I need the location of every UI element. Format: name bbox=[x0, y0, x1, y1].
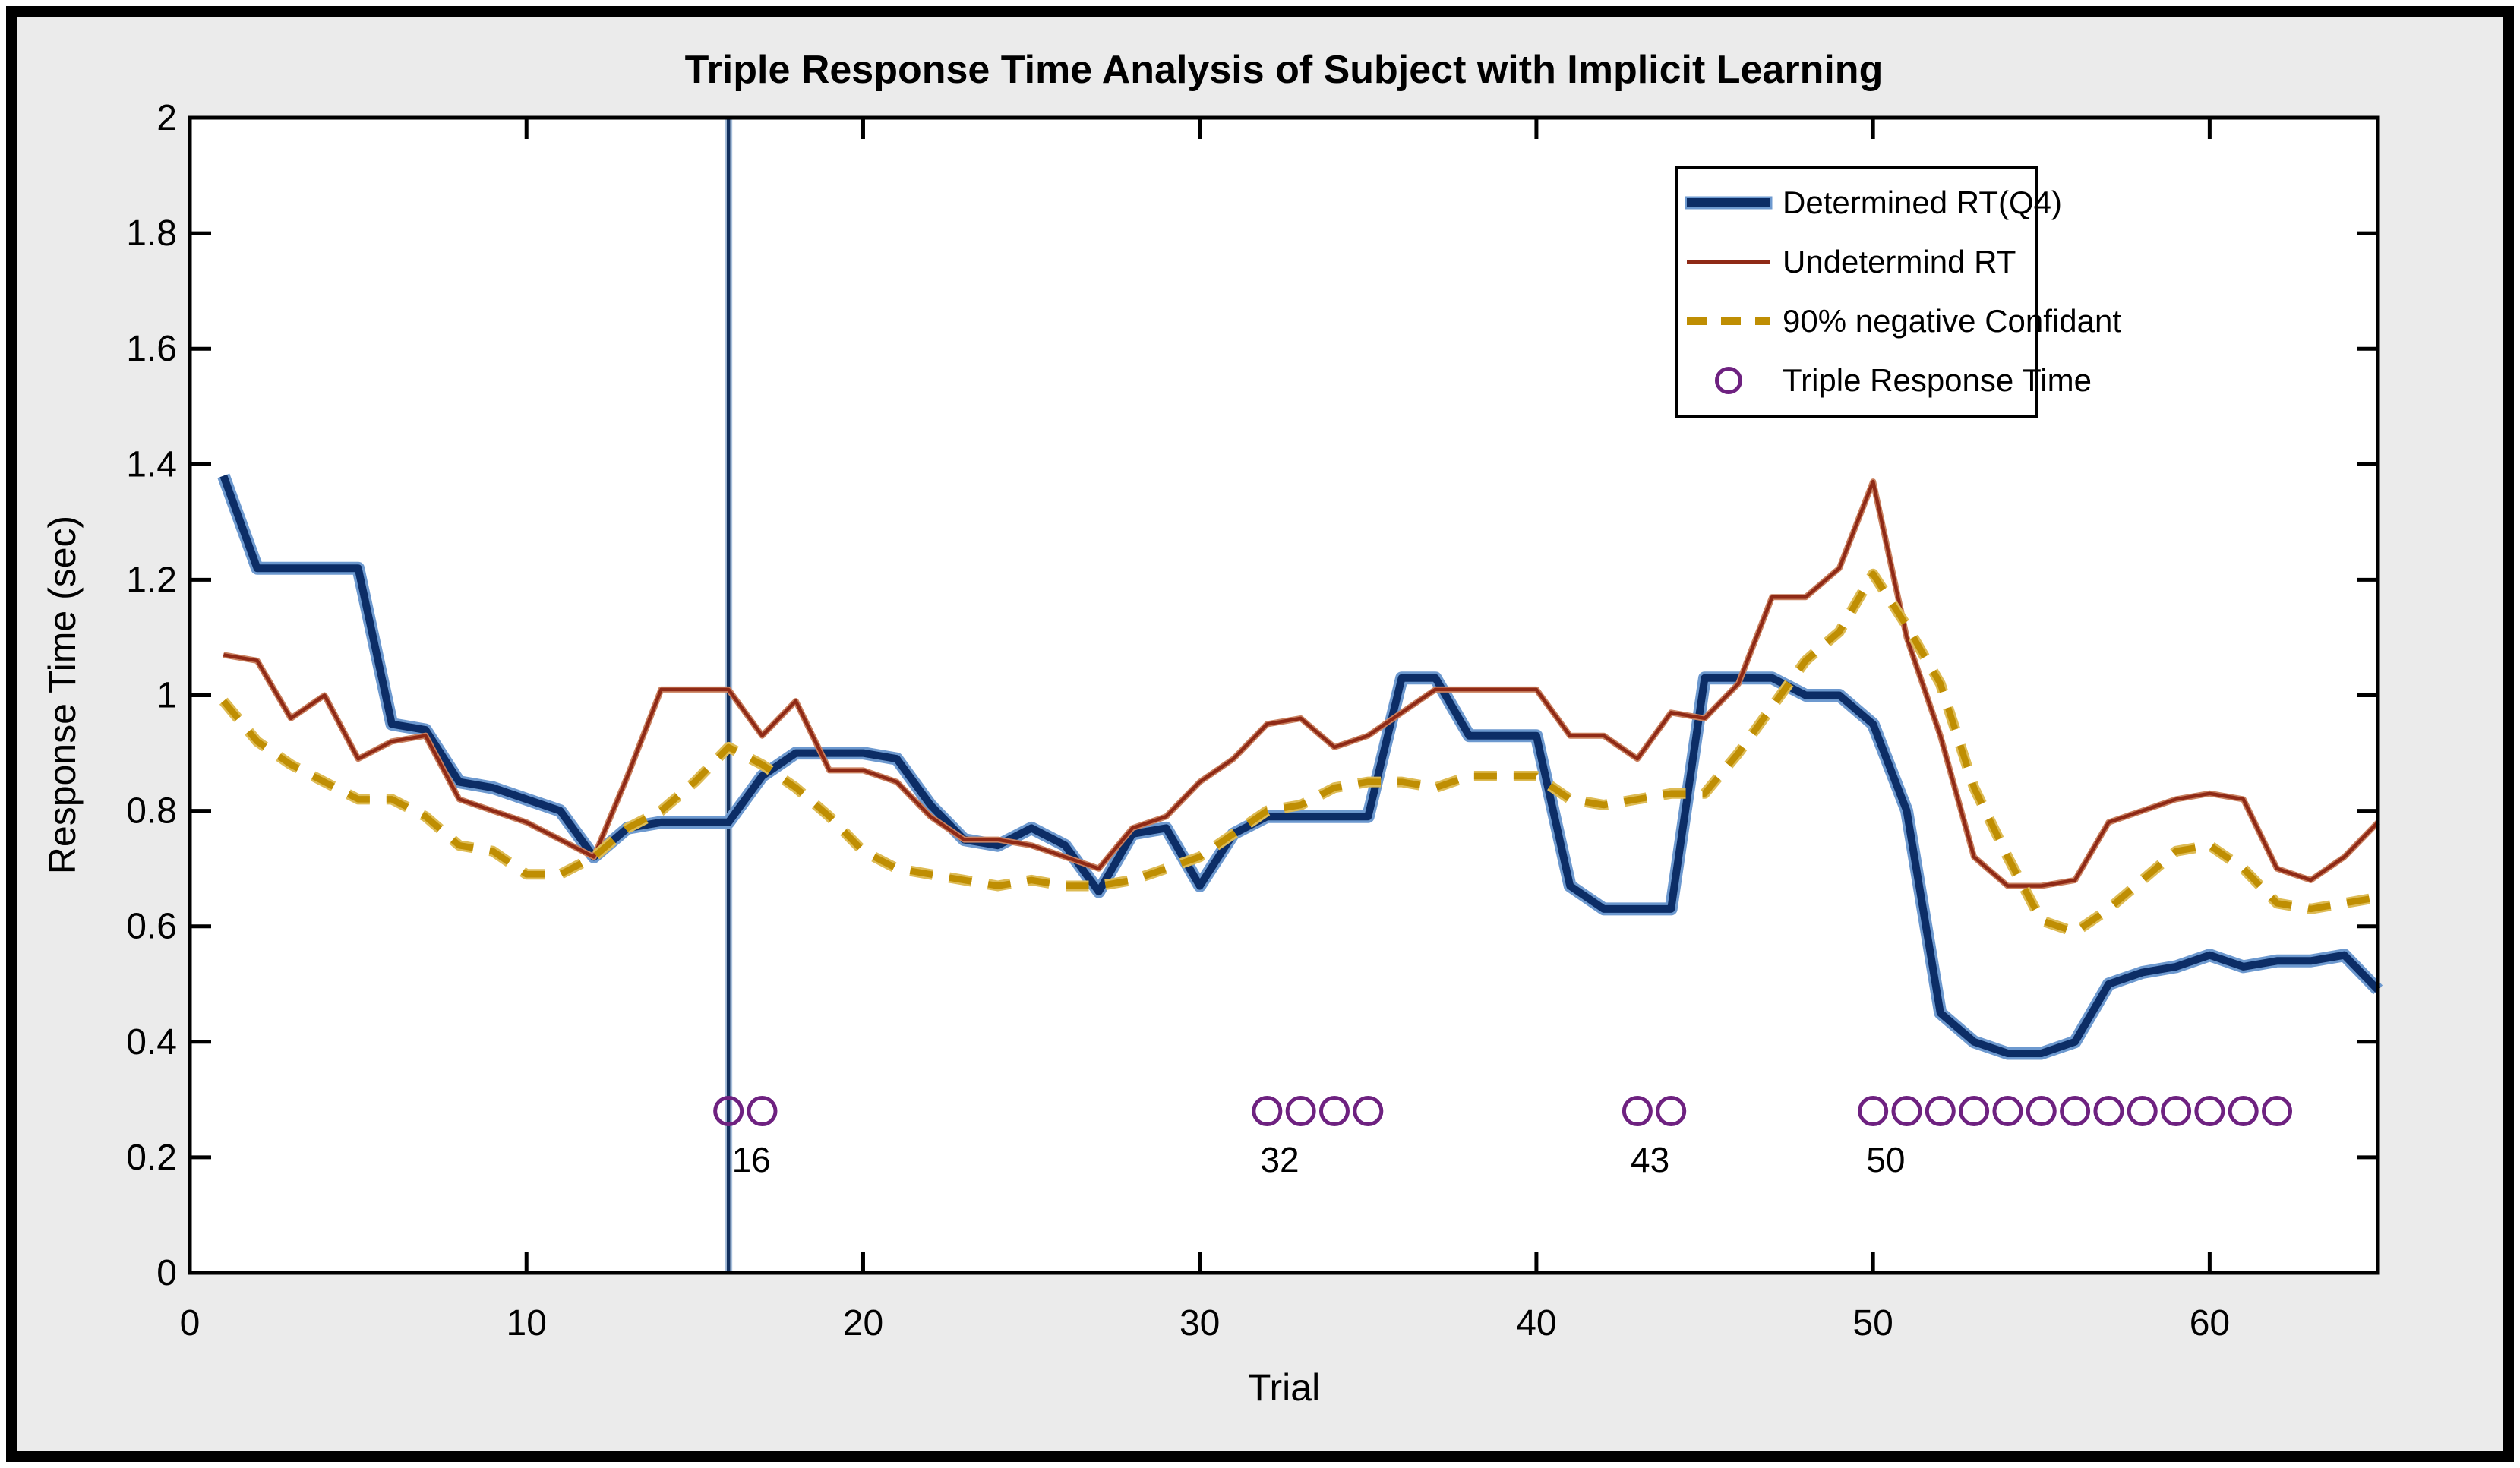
triple-response-marker bbox=[713, 1096, 744, 1127]
x-tick-label: 20 bbox=[843, 1303, 883, 1343]
x-tick-label: 50 bbox=[1852, 1303, 1893, 1343]
legend-label: Determined RT(Q4) bbox=[1783, 185, 2062, 220]
y-tick-label: 1.2 bbox=[126, 560, 177, 600]
series-line-negative-confidant bbox=[221, 570, 2379, 936]
axes-box bbox=[188, 115, 2380, 1275]
y-axis-label: Response Time (sec) bbox=[41, 515, 84, 875]
chart-title: Triple Response Time Analysis of Subject… bbox=[684, 48, 1884, 92]
triple-response-marker bbox=[1656, 1096, 1687, 1127]
triple-response-marker bbox=[2093, 1096, 2124, 1127]
x-tick-label: 10 bbox=[507, 1303, 547, 1343]
triple-response-marker bbox=[2060, 1096, 2091, 1127]
x-axis-label: Trial bbox=[1247, 1366, 1321, 1409]
triple-response-marker bbox=[2026, 1096, 2057, 1127]
legend-label: 90% negative Confidant bbox=[1783, 303, 2121, 339]
triple-response-marker bbox=[2228, 1096, 2259, 1127]
triple-response-marker bbox=[1318, 1096, 1350, 1127]
triple-response-marker bbox=[1992, 1096, 2023, 1127]
x-tick-label: 60 bbox=[2190, 1303, 2230, 1343]
y-tick-label: 0.8 bbox=[126, 791, 177, 832]
y-tick-label: 1.4 bbox=[126, 444, 177, 485]
annotation-50: 50 bbox=[1866, 1140, 1905, 1179]
y-tick-label: 0.6 bbox=[126, 907, 177, 947]
x-tick-label: 30 bbox=[1179, 1303, 1220, 1343]
series-line-undetermind-rt bbox=[223, 479, 2379, 888]
thin-line-sample-icon bbox=[1687, 260, 1770, 264]
x-tick-label: 0 bbox=[180, 1303, 201, 1343]
dashed-line-sample-icon bbox=[1687, 317, 1770, 325]
triple-response-marker bbox=[2262, 1096, 2293, 1127]
triple-response-marker bbox=[2127, 1096, 2158, 1127]
legend-item-negative-confidant: 90% negative Confidant bbox=[1678, 292, 2121, 350]
legend-label: Undetermind RT bbox=[1783, 244, 2016, 279]
legend-swatch-negative-confidant bbox=[1687, 317, 1770, 325]
legend-label: Triple Response Time bbox=[1783, 362, 2092, 398]
legend-swatch-undetermind-rt bbox=[1687, 260, 1770, 264]
y-tick-label: 0.2 bbox=[126, 1138, 177, 1178]
triple-response-marker bbox=[1353, 1096, 1384, 1127]
triple-response-marker bbox=[747, 1096, 778, 1127]
annotation-32: 32 bbox=[1260, 1140, 1299, 1179]
annotation-43: 43 bbox=[1631, 1140, 1669, 1179]
series-line-determined-rt-q4 bbox=[219, 474, 2381, 1057]
triple-response-marker bbox=[2194, 1096, 2225, 1127]
y-tick-label: 1 bbox=[156, 676, 177, 716]
triple-response-marker bbox=[1285, 1096, 1316, 1127]
triple-response-marker bbox=[1925, 1096, 1956, 1127]
triple-response-marker bbox=[2161, 1096, 2192, 1127]
triple-response-marker bbox=[1891, 1096, 1922, 1127]
triple-response-marker bbox=[1858, 1096, 1889, 1127]
legend-item-undetermind-rt: Undetermind RT bbox=[1678, 233, 2035, 291]
triple-response-marker bbox=[1622, 1096, 1653, 1127]
triple-response-marker bbox=[1252, 1096, 1283, 1127]
y-tick-label: 2 bbox=[156, 98, 177, 138]
legend-item-determined-rt: Determined RT(Q4) bbox=[1678, 174, 2062, 232]
y-tick-label: 1.6 bbox=[126, 329, 177, 369]
y-tick-label: 0 bbox=[156, 1253, 177, 1293]
legend-item-triple-response-time: Triple Response Time bbox=[1678, 352, 2092, 409]
circle-marker-sample-icon bbox=[1715, 367, 1742, 394]
y-tick-label: 1.8 bbox=[126, 213, 177, 254]
legend-swatch-determined-rt bbox=[1687, 198, 1770, 207]
x-tick-label: 40 bbox=[1516, 1303, 1556, 1343]
legend-swatch-triple-response-time bbox=[1687, 367, 1770, 394]
triple-response-marker bbox=[1959, 1096, 1990, 1127]
annotation-16: 16 bbox=[732, 1140, 771, 1179]
legend: Determined RT(Q4) Undetermind RT 90% neg… bbox=[1675, 166, 2121, 418]
y-tick-label: 0.4 bbox=[126, 1022, 177, 1062]
thick-line-sample-icon bbox=[1687, 198, 1770, 207]
